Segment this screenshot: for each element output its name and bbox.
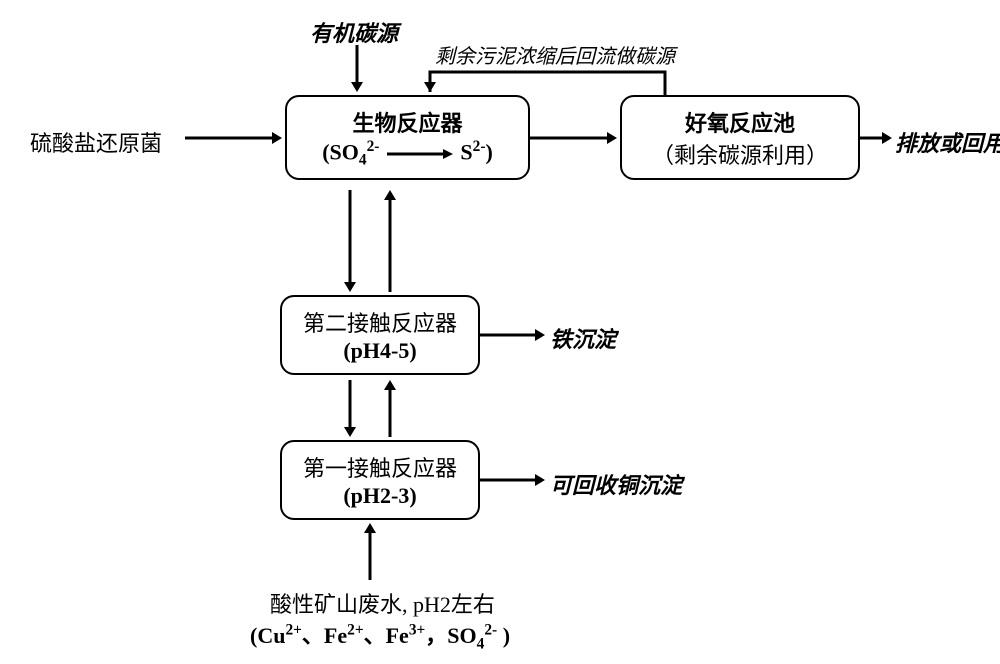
arrow-r1-to-copper <box>480 474 545 486</box>
arrow-sludge-return <box>424 72 665 95</box>
arrow-bio-to-r2-down <box>344 190 356 292</box>
arrow-bio-to-aerobic <box>530 132 617 144</box>
arrow-r1-to-r2-up <box>384 380 396 437</box>
arrow-organic-to-bio <box>351 45 363 92</box>
arrow-aerobic-to-discharge <box>860 132 892 144</box>
arrow-r2-to-bio-up <box>384 190 396 292</box>
arrow-srb-to-bio <box>185 132 282 144</box>
arrow-mine-to-r1 <box>364 523 376 580</box>
arrow-r2-to-r1-down <box>344 380 356 437</box>
arrow-r2-to-iron <box>480 329 545 341</box>
arrow-layer <box>0 0 1000 664</box>
